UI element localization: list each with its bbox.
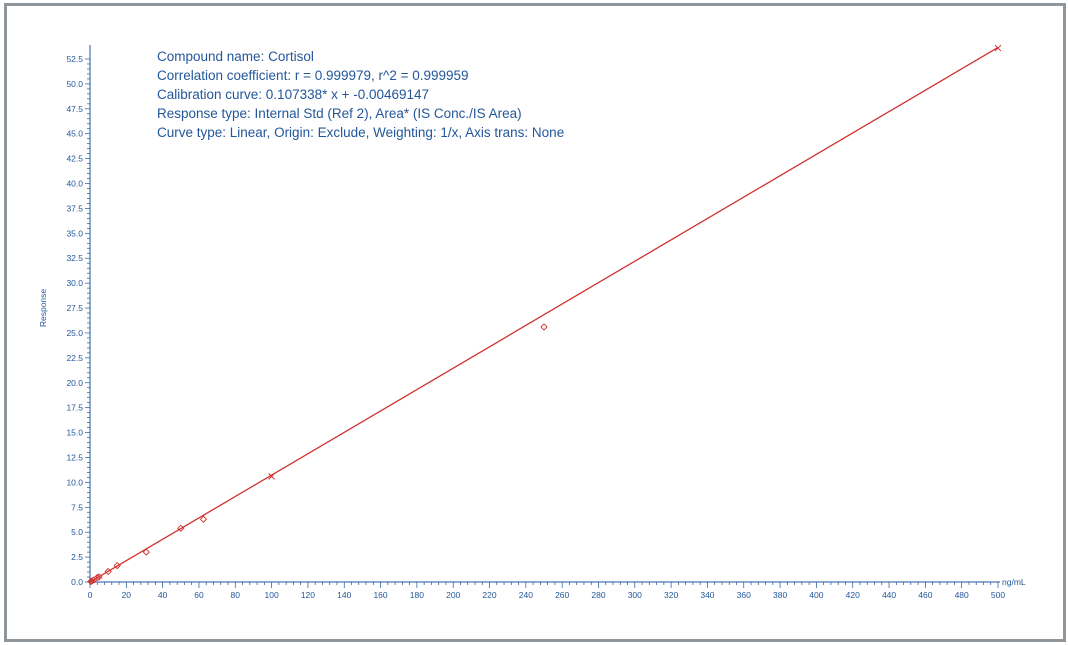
x-tick-label: 160 (373, 590, 387, 600)
y-tick-label: 40.0 (66, 179, 83, 189)
y-tick-label: 50.0 (66, 79, 83, 89)
info-line: Correlation coefficient: r = 0.999979, r… (157, 68, 469, 83)
x-tick-label: 60 (194, 590, 204, 600)
data-point (540, 323, 548, 331)
x-axis-title: ng/mL (1002, 577, 1026, 587)
info-block: Compound name: Cortisol Correlation coeff… (157, 49, 564, 140)
data-point (113, 561, 121, 570)
y-tick-label: 37.5 (66, 203, 83, 213)
x-tick-label: 120 (301, 590, 315, 600)
y-tick-label: 35.0 (66, 228, 83, 238)
x-tick-label: 440 (882, 590, 896, 600)
x-tick-label: 80 (231, 590, 241, 600)
x-tick-label: 100 (265, 590, 279, 600)
info-line: Calibration curve: 0.107338* x + -0.0046… (157, 87, 429, 102)
y-axis-title: Response (38, 289, 48, 328)
info-line: Compound name: Cortisol (157, 49, 314, 64)
x-tick-label: 240 (519, 590, 533, 600)
x-tick-label: 420 (846, 590, 860, 600)
y-tick-label: 7.5 (71, 502, 83, 512)
x-tick-label: 140 (337, 590, 351, 600)
points-layer (87, 44, 1002, 586)
data-point (95, 573, 103, 581)
x-tick-label: 180 (410, 590, 424, 600)
y-tick-label: 52.5 (66, 54, 83, 64)
data-point (142, 548, 150, 556)
y-tick-label: 45.0 (66, 129, 83, 139)
y-tick-label: 25.0 (66, 328, 83, 338)
plot-frame (4, 3, 1066, 642)
data-point-cross (994, 44, 1002, 52)
x-tick-label: 500 (991, 590, 1005, 600)
x-tick-label: 220 (482, 590, 496, 600)
y-tick-label: 42.5 (66, 154, 83, 164)
y-tick-label: 32.5 (66, 253, 83, 263)
x-tick-label: 380 (773, 590, 787, 600)
y-tick-label: 15.0 (66, 428, 83, 438)
x-tick-label: 200 (446, 590, 460, 600)
x-tick-label: 20 (122, 590, 132, 600)
y-tick-label: 22.5 (66, 353, 83, 363)
y-tick-label: 27.5 (66, 303, 83, 313)
data-point (104, 567, 112, 576)
y-tick-label: 5.0 (71, 527, 83, 537)
y-tick-label: 12.5 (66, 452, 83, 462)
info-line: Curve type: Linear, Origin: Exclude, Wei… (157, 125, 564, 140)
y-tick-label: 2.5 (71, 552, 83, 562)
x-tick-label: 340 (700, 590, 714, 600)
x-tick-label: 320 (664, 590, 678, 600)
y-tick-label: 30.0 (66, 278, 83, 288)
y-tick-label: 0.0 (71, 577, 83, 587)
x-tick-label: 400 (809, 590, 823, 600)
data-point-cross (268, 473, 275, 480)
axes: 0.0 2.5 5.0 7.5 10.0 12.5 15.0 17.5 20.0 22.5 25.0… (38, 45, 1026, 600)
y-tick-label: 10.0 (66, 477, 83, 487)
x-tick-label: 360 (737, 590, 751, 600)
y-tick-label: 20.0 (66, 378, 83, 388)
x-tick-label: 460 (918, 590, 932, 600)
x-tick-label: 480 (955, 590, 969, 600)
data-point (93, 573, 101, 582)
x-tick-label: 280 (591, 590, 605, 600)
y-tick-label: 47.5 (66, 104, 83, 114)
x-tick-label: 0 (88, 590, 93, 600)
x-tick-label: 260 (555, 590, 569, 600)
info-line: Response type: Internal Std (Ref 2), Are… (157, 106, 522, 121)
data-point (199, 515, 208, 523)
calibration-fit-line (89, 46, 999, 583)
x-tick-label: 40 (158, 590, 168, 600)
data-point (177, 524, 185, 532)
fit-layer (89, 46, 999, 583)
x-tick-label: 300 (628, 590, 642, 600)
data-point (88, 577, 96, 585)
y-tick-label: 17.5 (66, 403, 83, 413)
